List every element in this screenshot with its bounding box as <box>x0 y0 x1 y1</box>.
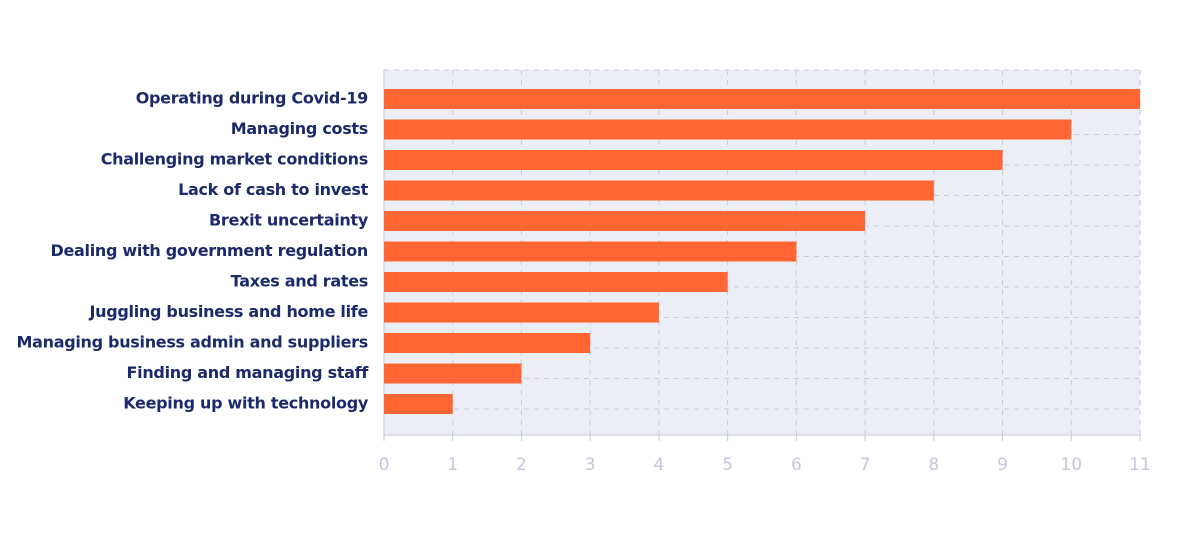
x-tick-label: 3 <box>585 455 596 475</box>
category-label: Keeping up with technology <box>123 394 369 413</box>
category-label: Challenging market conditions <box>101 150 368 169</box>
x-tick-label: 9 <box>997 455 1008 475</box>
category-label: Brexit uncertainty <box>209 211 369 230</box>
bar <box>384 363 522 384</box>
x-tick-label: 4 <box>653 455 664 475</box>
bar <box>384 211 866 231</box>
category-label: Taxes and rates <box>231 272 368 291</box>
category-label: Lack of cash to invest <box>178 180 369 199</box>
bar <box>384 241 797 262</box>
bar <box>384 89 1140 109</box>
x-tick-label: 6 <box>791 455 802 475</box>
bar <box>384 180 934 201</box>
category-label: Managing costs <box>231 119 368 138</box>
x-tick-label: 7 <box>860 455 871 475</box>
bar <box>384 272 728 292</box>
bar <box>384 394 453 414</box>
x-tick-label: 11 <box>1129 455 1151 475</box>
x-tick-label: 0 <box>379 455 390 475</box>
category-label: Juggling business and home life <box>88 302 368 321</box>
category-label: Operating during Covid-19 <box>136 89 368 108</box>
bar <box>384 302 659 323</box>
category-label: Finding and managing staff <box>127 363 370 382</box>
x-tick-label: 8 <box>928 455 939 475</box>
x-tick-label: 5 <box>722 455 733 475</box>
category-label: Dealing with government regulation <box>50 241 368 260</box>
category-label: Managing business admin and suppliers <box>16 333 368 352</box>
bar <box>384 119 1072 140</box>
bar <box>384 150 1003 170</box>
x-tick-label: 1 <box>447 455 458 475</box>
x-tick-label: 2 <box>516 455 527 475</box>
x-tick-label: 10 <box>1060 455 1082 475</box>
bar <box>384 333 591 353</box>
